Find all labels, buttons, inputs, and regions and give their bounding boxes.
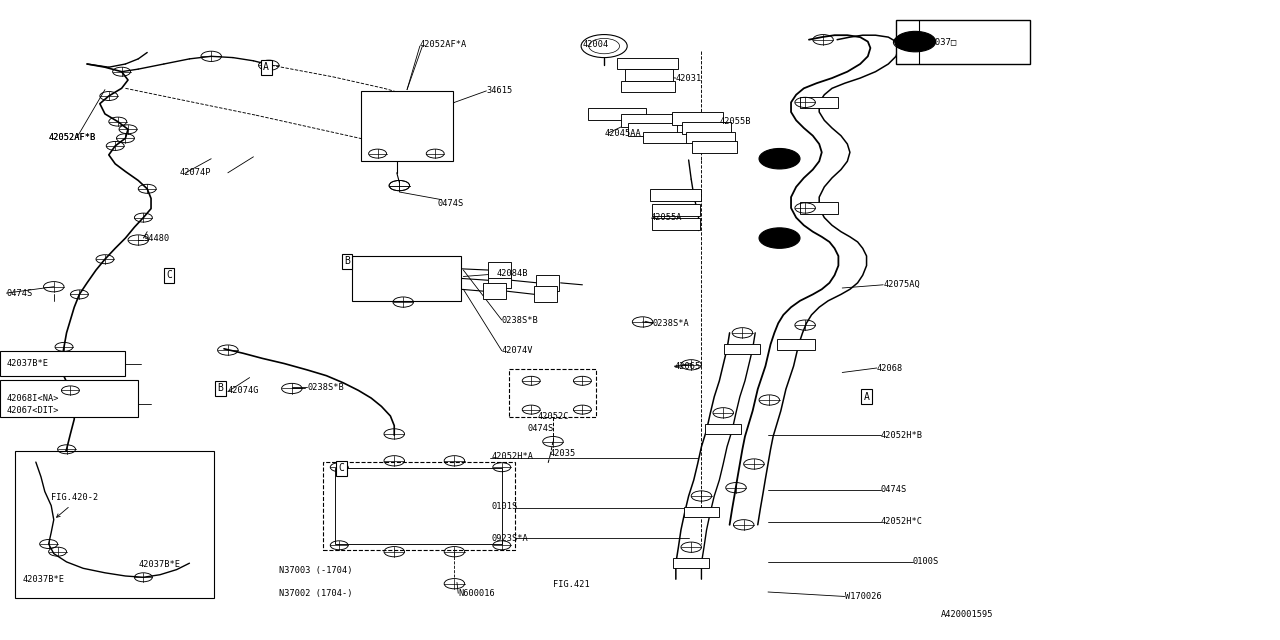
Bar xyxy=(650,189,701,201)
Bar xyxy=(488,262,511,278)
Text: C: C xyxy=(166,270,172,280)
Text: 42065: 42065 xyxy=(675,362,701,371)
Text: 42084B: 42084B xyxy=(497,269,529,278)
Bar xyxy=(652,218,700,230)
Text: 42052H*B: 42052H*B xyxy=(881,431,923,440)
Text: 42074P: 42074P xyxy=(179,168,211,177)
Text: 42075AQ: 42075AQ xyxy=(883,280,920,289)
Text: N37003 (-1704): N37003 (-1704) xyxy=(279,566,352,575)
Text: FIG.421: FIG.421 xyxy=(553,580,590,589)
Bar xyxy=(625,69,673,81)
Text: 42052H*C: 42052H*C xyxy=(881,517,923,526)
Bar xyxy=(800,202,838,214)
Text: 42074V: 42074V xyxy=(502,346,534,355)
Bar xyxy=(777,339,815,350)
Bar xyxy=(672,112,723,125)
Text: 0474S: 0474S xyxy=(527,424,554,433)
Bar xyxy=(686,132,735,143)
Text: 42037B*E: 42037B*E xyxy=(6,359,49,368)
Bar xyxy=(534,287,557,303)
Text: 42068I<NA>: 42068I<NA> xyxy=(6,394,59,403)
Text: 42037B*E: 42037B*E xyxy=(138,560,180,569)
Bar xyxy=(896,20,1030,64)
Text: W170026: W170026 xyxy=(845,592,882,601)
Text: 0238S*B: 0238S*B xyxy=(307,383,344,392)
Text: 42037B*E: 42037B*E xyxy=(23,575,65,584)
Text: 42035: 42035 xyxy=(549,449,576,458)
Text: 34615: 34615 xyxy=(486,86,513,95)
Bar xyxy=(488,273,511,288)
Text: A: A xyxy=(864,392,869,402)
Bar xyxy=(323,462,515,550)
Text: 1: 1 xyxy=(906,38,911,47)
Bar xyxy=(352,256,461,301)
Bar xyxy=(628,123,677,136)
Text: 1: 1 xyxy=(777,154,782,163)
Text: 42045AA: 42045AA xyxy=(604,129,641,138)
Bar xyxy=(724,344,760,354)
Text: 0238S*A: 0238S*A xyxy=(653,319,690,328)
Text: 42052C: 42052C xyxy=(538,412,570,420)
Text: 0474S: 0474S xyxy=(438,199,465,208)
Bar xyxy=(800,97,838,108)
Text: 42052AF*B: 42052AF*B xyxy=(49,133,96,142)
Text: A: A xyxy=(264,62,269,72)
Bar xyxy=(509,369,596,417)
Circle shape xyxy=(895,31,936,52)
Text: B: B xyxy=(218,383,223,394)
Bar xyxy=(335,468,502,544)
Text: 0474S: 0474S xyxy=(6,289,33,298)
Bar xyxy=(621,81,675,92)
Bar xyxy=(15,451,214,598)
Circle shape xyxy=(759,228,800,248)
Bar xyxy=(617,58,678,69)
Text: 42037□: 42037□ xyxy=(924,38,956,47)
Text: 42052H*A: 42052H*A xyxy=(492,452,534,461)
Text: 42055A: 42055A xyxy=(650,213,682,222)
Bar xyxy=(644,132,689,143)
Bar xyxy=(0,351,125,376)
Text: 1: 1 xyxy=(777,234,782,243)
Text: B: B xyxy=(344,256,349,266)
Circle shape xyxy=(581,35,627,58)
Text: FIG.420-2: FIG.420-2 xyxy=(51,493,99,502)
Bar xyxy=(684,507,719,517)
Bar xyxy=(589,108,646,120)
Text: N600016: N600016 xyxy=(458,589,495,598)
Text: 42055B: 42055B xyxy=(719,117,751,126)
Bar xyxy=(673,558,709,568)
Bar xyxy=(361,91,453,161)
Bar xyxy=(536,275,559,291)
Text: C: C xyxy=(339,463,344,474)
Text: 0474S: 0474S xyxy=(881,485,908,494)
Bar xyxy=(0,380,138,417)
Bar xyxy=(621,114,672,127)
Text: 42031: 42031 xyxy=(676,74,703,83)
Text: 42004: 42004 xyxy=(582,40,609,49)
Text: 0101S: 0101S xyxy=(492,502,518,511)
Text: 94480: 94480 xyxy=(143,234,170,243)
Bar xyxy=(652,204,700,216)
Text: 0238S*B: 0238S*B xyxy=(502,316,539,324)
Text: 42052AF*A: 42052AF*A xyxy=(420,40,467,49)
Bar xyxy=(705,424,741,434)
Text: 0923S*A: 0923S*A xyxy=(492,534,529,543)
Text: 1: 1 xyxy=(913,37,918,46)
Circle shape xyxy=(759,148,800,169)
Bar xyxy=(692,141,737,153)
Text: 42052AF*B: 42052AF*B xyxy=(49,133,96,142)
Bar xyxy=(483,283,506,299)
Text: N37002 (1704-): N37002 (1704-) xyxy=(279,589,352,598)
Text: A420001595: A420001595 xyxy=(941,610,993,619)
Text: 42068: 42068 xyxy=(877,364,904,372)
Text: 42067<DIT>: 42067<DIT> xyxy=(6,406,59,415)
Bar xyxy=(682,122,731,134)
Text: 0100S: 0100S xyxy=(913,557,940,566)
Text: 42074G: 42074G xyxy=(228,386,260,395)
